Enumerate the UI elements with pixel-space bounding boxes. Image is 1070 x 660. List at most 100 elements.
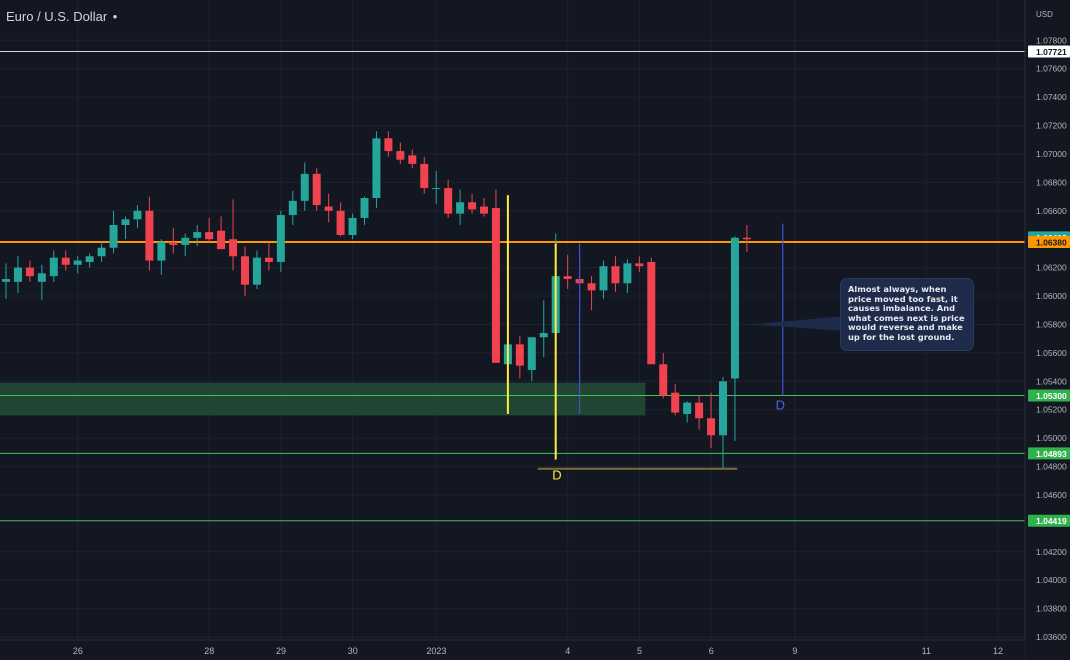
candle-body xyxy=(109,225,118,248)
candle-body xyxy=(384,138,393,152)
price-tick-label: 1.06000 xyxy=(1036,291,1067,301)
candle xyxy=(193,225,202,247)
drawings: DD xyxy=(506,195,785,482)
candle-body xyxy=(695,402,704,419)
price-level-tag-text: 1.04419 xyxy=(1036,516,1067,526)
candle-body xyxy=(408,155,417,164)
price-tick-label: 1.07800 xyxy=(1036,35,1067,45)
price-tick-label: 1.05000 xyxy=(1036,433,1067,443)
candle-body xyxy=(61,257,70,265)
candle xyxy=(229,199,238,271)
symbol-title[interactable]: Euro / U.S. Dollar • xyxy=(6,9,117,24)
candle-body xyxy=(683,402,692,414)
candle xyxy=(527,337,536,382)
candle xyxy=(145,196,154,271)
candle xyxy=(623,259,632,294)
candle-body xyxy=(635,263,644,267)
candle-body xyxy=(742,237,751,240)
candle xyxy=(360,196,369,226)
price-tick-label: 1.04200 xyxy=(1036,547,1067,557)
time-tick-label: 2023 xyxy=(426,646,446,656)
annotation-callout xyxy=(750,316,840,331)
price-tick-label: 1.07200 xyxy=(1036,121,1067,131)
candle xyxy=(157,239,166,275)
candle-body xyxy=(372,138,381,199)
candle xyxy=(25,260,34,282)
time-tick-label: 12 xyxy=(993,646,1003,656)
candle xyxy=(408,149,417,169)
candle-body xyxy=(611,266,620,284)
candle xyxy=(444,179,453,218)
candle-body xyxy=(671,392,680,413)
candle-body xyxy=(13,267,22,282)
candle-body xyxy=(491,207,500,363)
price-level-tag xyxy=(1028,236,1070,249)
time-axis[interactable]: 26 28 29 30 2023 4 5 6 9 11 12 xyxy=(0,639,1025,660)
candle-body xyxy=(468,202,477,210)
candle xyxy=(384,131,393,157)
candle-body xyxy=(456,202,465,214)
candle-body xyxy=(599,266,608,291)
candle xyxy=(683,401,692,423)
candle-body xyxy=(396,151,405,160)
candle xyxy=(121,216,130,240)
candle xyxy=(432,171,441,204)
candle xyxy=(217,216,226,250)
candle xyxy=(659,352,668,399)
imbalance-zone-rect xyxy=(0,382,646,416)
candle xyxy=(695,395,704,430)
candle-body xyxy=(133,210,142,220)
price-tick-label: 1.04600 xyxy=(1036,490,1067,500)
price-tick-label: 1.04000 xyxy=(1036,575,1067,585)
candle-body xyxy=(73,260,82,265)
candle xyxy=(61,250,70,271)
candle-body xyxy=(85,256,94,262)
candle xyxy=(49,250,58,282)
price-tick-label: 1.05200 xyxy=(1036,405,1067,415)
candle-body xyxy=(730,237,739,379)
candle xyxy=(599,260,608,299)
candle xyxy=(276,210,285,272)
candle xyxy=(719,377,727,468)
price-tick-label: 1.06600 xyxy=(1036,206,1067,216)
candle xyxy=(252,250,261,289)
price-tick-label: 1.04800 xyxy=(1036,462,1067,472)
price-axis[interactable]: USD 1.07800 1.07600 1.07400 1.07200 1.07000 1.… xyxy=(1024,0,1070,660)
price-level-tag xyxy=(1028,514,1070,527)
candle-body xyxy=(707,418,716,436)
annotation-note[interactable]: Almost always, when price moved too fast… xyxy=(840,278,974,351)
candle-body xyxy=(169,242,178,245)
candle-body xyxy=(719,381,727,436)
candle-body xyxy=(25,267,34,277)
candle xyxy=(420,156,429,194)
price-level-tag xyxy=(1028,447,1070,460)
time-tick-label: 28 xyxy=(204,646,214,656)
candle xyxy=(396,142,405,164)
candle-body xyxy=(229,239,238,257)
candle-body xyxy=(2,279,10,282)
candle-body xyxy=(623,263,632,284)
candle xyxy=(480,198,488,217)
price-tick-label: 1.07400 xyxy=(1036,92,1067,102)
candle-body xyxy=(288,200,297,216)
candle xyxy=(742,225,751,253)
price-tick-label: 1.05400 xyxy=(1036,376,1067,386)
time-tick-label: 9 xyxy=(792,646,797,656)
candle xyxy=(312,168,321,211)
candle-body xyxy=(659,364,668,396)
candle-body xyxy=(348,217,357,235)
horizontal-lines xyxy=(0,51,1025,522)
candle xyxy=(671,384,680,416)
candle xyxy=(491,189,500,363)
imbalance-zone xyxy=(0,382,646,416)
price-axis-background xyxy=(1025,0,1070,660)
candle-body xyxy=(145,210,154,261)
time-tick-label: 4 xyxy=(565,646,570,656)
candle-body xyxy=(324,206,333,211)
candle-body xyxy=(276,215,285,262)
candle-body xyxy=(193,232,202,238)
candle xyxy=(372,131,381,208)
price-tick-label: 1.05600 xyxy=(1036,348,1067,358)
